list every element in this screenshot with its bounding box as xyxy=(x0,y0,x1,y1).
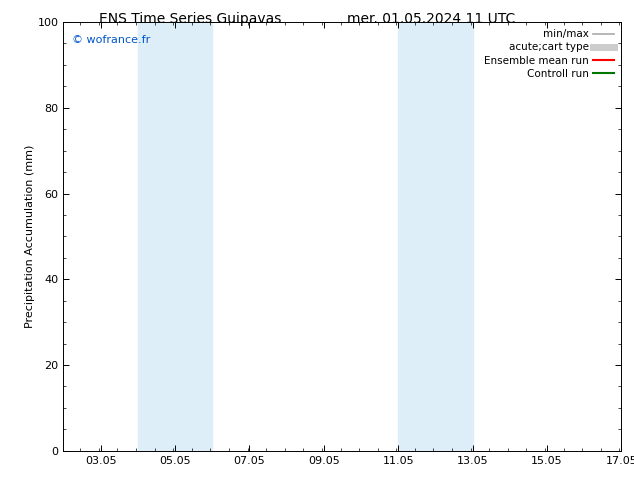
Text: ENS Time Series Guipavas: ENS Time Series Guipavas xyxy=(99,12,281,26)
Bar xyxy=(138,22,212,451)
Y-axis label: Precipitation Accumulation (mm): Precipitation Accumulation (mm) xyxy=(25,145,35,328)
Bar xyxy=(398,22,472,451)
Legend: min/max, acute;cart type, Ensemble mean run, Controll run: min/max, acute;cart type, Ensemble mean … xyxy=(480,25,618,83)
Text: © wofrance.fr: © wofrance.fr xyxy=(72,35,150,45)
Text: mer. 01.05.2024 11 UTC: mer. 01.05.2024 11 UTC xyxy=(347,12,515,26)
